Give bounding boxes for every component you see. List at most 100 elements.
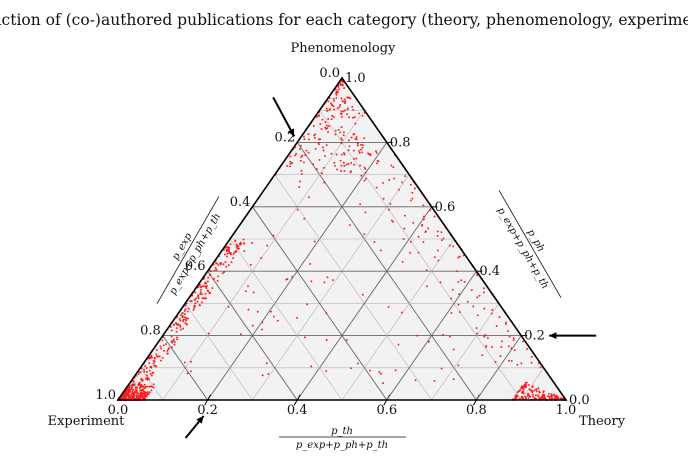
data-point	[304, 154, 307, 156]
data-point	[364, 171, 367, 174]
data-point	[209, 273, 212, 276]
data-point	[346, 96, 349, 99]
data-point	[361, 293, 364, 296]
data-point	[527, 396, 530, 399]
data-point	[340, 110, 343, 113]
data-point	[343, 153, 346, 156]
data-point	[331, 114, 334, 117]
data-point	[177, 323, 180, 326]
data-point	[291, 161, 294, 164]
data-point	[307, 196, 310, 199]
data-point	[160, 359, 162, 362]
grid-lines	[140, 109, 544, 406]
data-point	[442, 333, 444, 336]
data-point	[536, 394, 539, 397]
data-point	[300, 169, 303, 172]
data-point	[133, 384, 136, 387]
data-point	[135, 394, 138, 397]
data-point	[129, 391, 132, 393]
data-point	[542, 390, 545, 393]
data-point	[332, 105, 335, 108]
tick-label-bottom: 0.8	[466, 403, 487, 418]
data-point	[348, 145, 351, 148]
data-point	[194, 302, 197, 305]
data-point	[504, 323, 507, 325]
data-point	[224, 253, 226, 256]
data-point	[483, 335, 486, 338]
data-point	[226, 255, 228, 258]
data-point	[148, 369, 151, 372]
tick-label-left: 0.2	[275, 130, 296, 145]
data-point	[187, 317, 189, 320]
data-point	[347, 139, 350, 142]
data-point	[339, 159, 342, 162]
grid-line	[162, 335, 208, 401]
data-point	[458, 255, 461, 258]
data-point	[260, 257, 263, 260]
data-point	[491, 308, 494, 311]
data-point	[330, 152, 333, 155]
data-point	[139, 371, 142, 374]
data-point	[375, 186, 378, 189]
data-point	[433, 380, 436, 382]
tick-label-left: 0.8	[140, 324, 161, 339]
data-point	[510, 347, 513, 350]
data-point	[439, 281, 442, 284]
grid-line	[207, 270, 298, 401]
data-point	[495, 325, 498, 327]
data-point	[227, 305, 230, 308]
data-point	[150, 366, 153, 369]
data-point	[124, 396, 127, 398]
data-point	[327, 100, 330, 103]
data-point	[522, 340, 524, 343]
data-point	[338, 88, 341, 91]
data-point	[183, 309, 186, 312]
data-point	[339, 131, 342, 134]
data-point	[345, 339, 348, 342]
data-point	[272, 234, 275, 237]
data-point	[199, 304, 201, 307]
data-point	[166, 349, 169, 352]
data-point	[417, 251, 420, 254]
data-point	[314, 147, 317, 150]
data-point	[320, 128, 323, 130]
data-point	[302, 161, 305, 164]
data-point	[379, 249, 382, 252]
data-point	[137, 382, 140, 385]
data-point	[313, 134, 316, 137]
data-point	[417, 235, 420, 238]
tick-label-bottom: 0.0	[108, 403, 129, 418]
data-point	[535, 388, 538, 391]
data-point	[182, 327, 185, 330]
data-point	[528, 394, 531, 397]
data-point	[193, 298, 196, 301]
data-point	[472, 305, 475, 308]
data-point	[491, 346, 493, 348]
data-point	[532, 389, 535, 392]
data-point	[373, 241, 376, 243]
data-point	[125, 391, 128, 394]
data-point	[196, 300, 199, 303]
data-point	[310, 365, 313, 368]
data-point	[409, 199, 412, 202]
data-point	[361, 144, 364, 147]
data-point	[436, 249, 439, 252]
data-point	[162, 344, 165, 347]
data-point	[512, 337, 515, 340]
data-point	[369, 369, 372, 372]
data-point	[273, 315, 275, 318]
data-point	[185, 323, 188, 326]
data-point	[363, 166, 366, 169]
data-point	[307, 133, 310, 136]
data-point	[484, 334, 487, 336]
data-point	[296, 208, 299, 211]
data-point	[520, 386, 523, 388]
data-point	[333, 99, 336, 102]
data-point	[145, 367, 148, 370]
tick-label-bottom: 1.0	[556, 403, 577, 418]
data-point	[322, 149, 325, 152]
data-point	[427, 227, 430, 230]
data-point	[205, 297, 208, 300]
data-point	[155, 353, 158, 356]
data-point	[239, 333, 242, 336]
